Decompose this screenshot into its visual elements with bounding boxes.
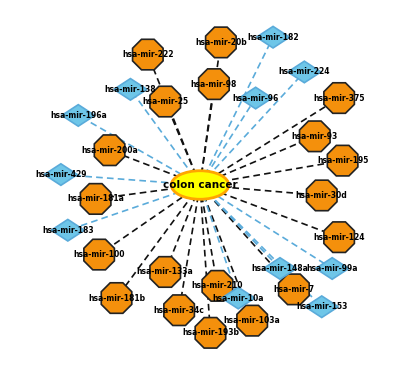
Polygon shape xyxy=(62,105,95,126)
Polygon shape xyxy=(264,258,296,279)
Text: hsa-mir-193b: hsa-mir-193b xyxy=(182,328,239,337)
Text: hsa-mir-100: hsa-mir-100 xyxy=(73,250,125,259)
Polygon shape xyxy=(114,78,147,100)
Text: hsa-mir-93: hsa-mir-93 xyxy=(292,132,338,141)
Text: hsa-mir-20b: hsa-mir-20b xyxy=(195,38,247,47)
Text: hsa-mir-148a: hsa-mir-148a xyxy=(252,264,308,273)
Polygon shape xyxy=(150,86,180,117)
Text: hsa-mir-375: hsa-mir-375 xyxy=(313,94,365,102)
Text: hsa-mir-222: hsa-mir-222 xyxy=(122,50,174,59)
Polygon shape xyxy=(306,180,337,211)
Text: hsa-mir-25: hsa-mir-25 xyxy=(142,97,188,106)
Polygon shape xyxy=(80,184,111,214)
Text: hsa-mir-98: hsa-mir-98 xyxy=(191,80,237,89)
Polygon shape xyxy=(206,27,236,58)
Text: hsa-mir-10a: hsa-mir-10a xyxy=(212,293,264,303)
Text: hsa-mir-181a: hsa-mir-181a xyxy=(67,194,124,204)
Text: hsa-mir-138: hsa-mir-138 xyxy=(105,85,156,94)
Polygon shape xyxy=(195,317,226,348)
Text: hsa-mir-196a: hsa-mir-196a xyxy=(50,111,107,120)
Ellipse shape xyxy=(171,171,229,199)
Text: hsa-mir-96: hsa-mir-96 xyxy=(232,94,279,102)
Text: hsa-mir-195: hsa-mir-195 xyxy=(317,156,368,165)
Text: hsa-mir-182: hsa-mir-182 xyxy=(247,33,299,42)
Text: hsa-mir-210: hsa-mir-210 xyxy=(192,281,243,290)
Polygon shape xyxy=(300,121,330,152)
Text: hsa-mir-181b: hsa-mir-181b xyxy=(88,293,145,303)
Polygon shape xyxy=(239,87,272,109)
Polygon shape xyxy=(164,295,194,326)
Text: hsa-mir-133a: hsa-mir-133a xyxy=(137,268,194,276)
Polygon shape xyxy=(44,164,77,185)
Text: hsa-mir-124: hsa-mir-124 xyxy=(313,233,365,242)
Text: hsa-mir-103a: hsa-mir-103a xyxy=(224,316,280,325)
Text: hsa-mir-200a: hsa-mir-200a xyxy=(81,146,138,155)
Polygon shape xyxy=(84,239,114,270)
Polygon shape xyxy=(150,257,180,287)
Polygon shape xyxy=(222,287,255,309)
Polygon shape xyxy=(51,219,84,241)
Text: colon cancer: colon cancer xyxy=(163,180,237,190)
Text: hsa-mir-7: hsa-mir-7 xyxy=(273,285,314,294)
Polygon shape xyxy=(305,296,338,317)
Text: hsa-mir-224: hsa-mir-224 xyxy=(278,67,330,77)
Text: hsa-mir-183: hsa-mir-183 xyxy=(42,226,94,235)
Polygon shape xyxy=(279,274,309,305)
Text: hsa-mir-30d: hsa-mir-30d xyxy=(296,191,348,200)
Text: hsa-mir-429: hsa-mir-429 xyxy=(35,170,87,179)
Polygon shape xyxy=(324,83,354,113)
Polygon shape xyxy=(202,270,233,301)
Polygon shape xyxy=(316,258,349,279)
Polygon shape xyxy=(327,145,358,176)
Polygon shape xyxy=(199,69,229,100)
Polygon shape xyxy=(256,26,290,48)
Polygon shape xyxy=(101,283,132,313)
Polygon shape xyxy=(132,39,163,70)
Text: hsa-mir-34c: hsa-mir-34c xyxy=(154,306,204,315)
Polygon shape xyxy=(288,61,321,83)
Polygon shape xyxy=(324,222,354,252)
Text: hsa-mir-99a: hsa-mir-99a xyxy=(306,264,358,273)
Polygon shape xyxy=(94,135,125,165)
Text: hsa-mir-153: hsa-mir-153 xyxy=(296,302,348,311)
Polygon shape xyxy=(237,305,268,336)
